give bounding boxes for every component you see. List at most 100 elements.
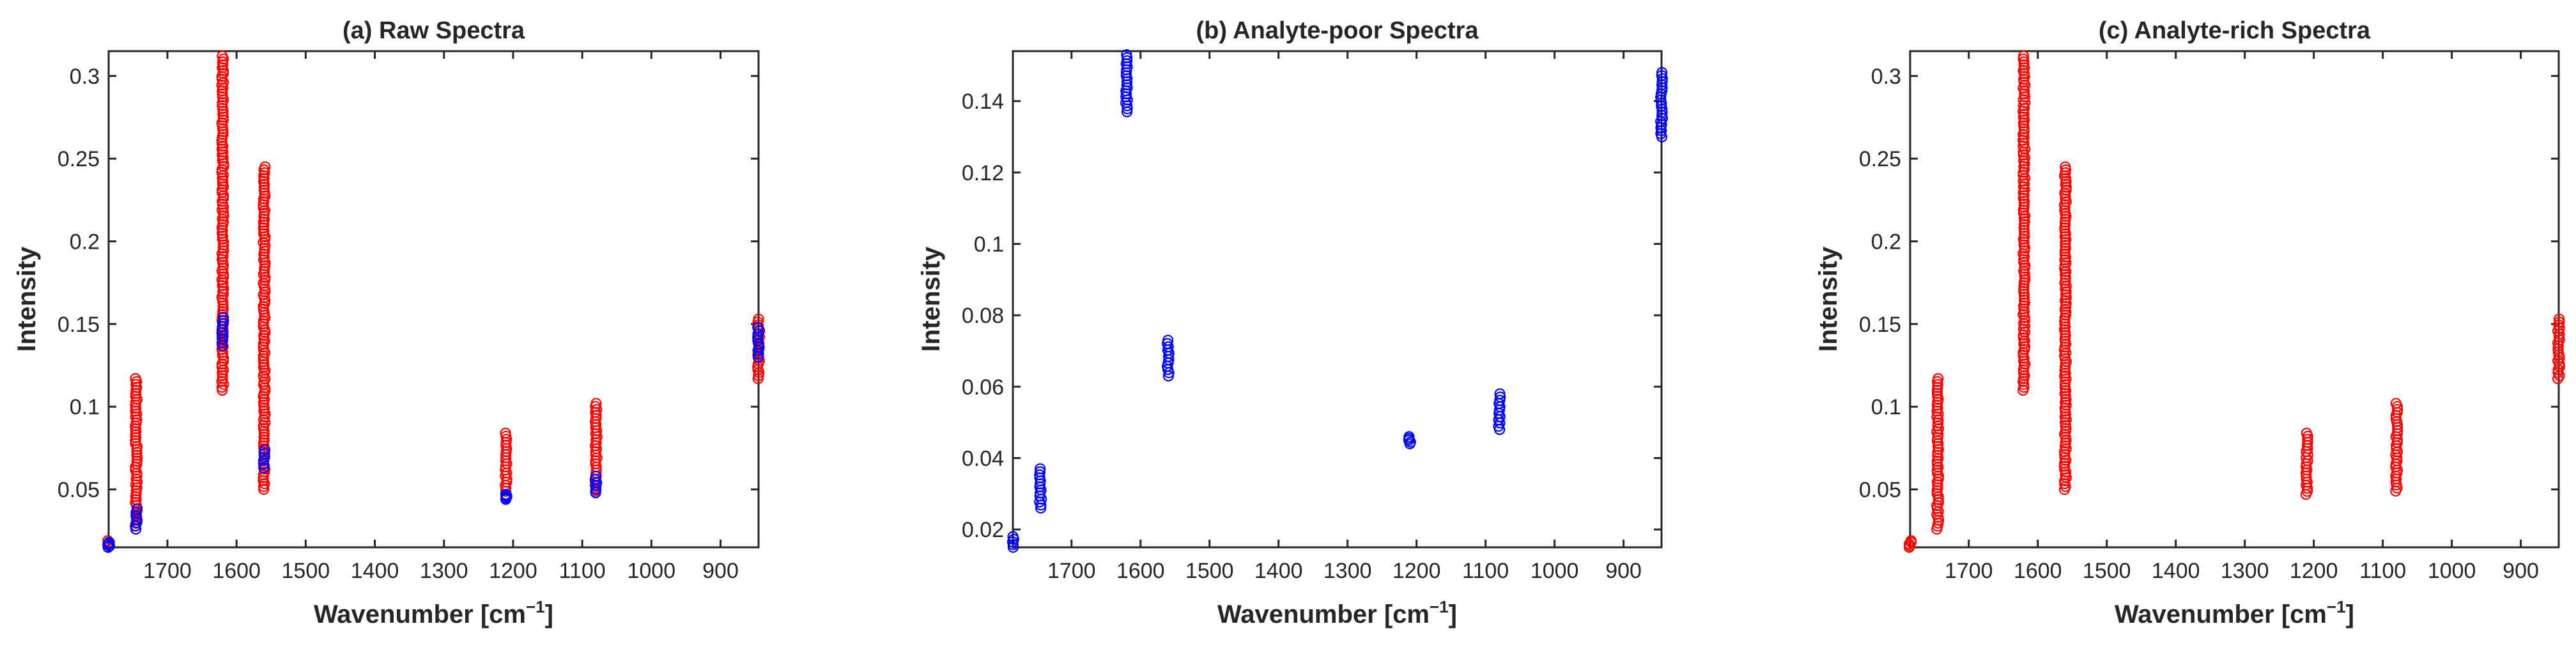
marker-analyte-rich [590,398,602,409]
cluster-analyte-rich-1745 [1931,373,1945,535]
cluster-analyte-rich-1560 [2058,161,2072,496]
marker-analyte-rich [258,318,269,330]
y-tick-label: 0.3 [1871,65,1901,89]
x-tick-label: 900 [1605,559,1642,583]
x-tick-label: 1000 [2428,559,2476,583]
y-tick-label: 0.2 [1871,230,1901,254]
marker-analyte-rich [217,178,229,190]
marker-analyte-rich [1932,441,1944,452]
marker-analyte-rich [1931,488,1943,499]
marker-analyte-rich [2018,283,2030,294]
y-tick-label: 0.15 [58,313,100,337]
marker-analyte-rich [217,114,229,126]
marker-analyte-rich [2553,313,2565,325]
x-tick-label: 1100 [1462,559,1509,583]
y-tick-label: 0.14 [962,90,1004,114]
marker-analyte-rich [218,355,229,367]
marker-analyte-rich [259,161,271,173]
marker-analyte-poor [1162,334,1174,346]
plot-frame [107,50,760,549]
chart-title: (a) Raw Spectra [343,17,525,44]
x-axis-label-superscript: −1 [526,597,545,616]
y-tick-label: 0.1 [1871,395,1901,419]
cluster-analyte-rich-1080 [2390,398,2403,497]
x-tick-label: 1000 [627,559,675,583]
y-tick-label: 0.06 [962,375,1004,400]
x-tick-label: 1300 [420,559,468,583]
marker-analyte-rich [2018,59,2030,70]
x-axis-label-superscript: −1 [1430,597,1449,616]
marker-analyte-poor [259,451,270,463]
cluster-analyte-poor-845 [1655,66,1669,143]
marker-analyte-poor [258,458,270,470]
marker-analyte-poor [131,503,143,515]
x-tick-label: 1700 [1945,559,1993,583]
cluster-analyte-rich-1080 [589,398,603,497]
marker-analyte-rich [258,341,269,353]
cluster-analyte-rich-1210 [500,427,513,500]
marker-analyte-rich [1932,373,1944,384]
marker-analyte-rich [2392,403,2403,416]
y-tick-label: 0.04 [962,446,1004,471]
x-tick-label: 1400 [2152,559,2200,583]
x-tick-label: 1100 [2359,559,2406,583]
plot-frame [1909,50,2560,549]
x-tick-label: 1300 [1323,559,1372,583]
y-tick-label: 0.05 [58,478,100,502]
marker-analyte-rich [217,68,229,79]
x-tick-label: 1200 [489,559,537,583]
x-axis-label: Wavenumber [cm−1] [1217,597,1457,629]
x-tick-label: 1200 [2290,559,2338,583]
y-tick-label: 0.1 [70,395,100,419]
marker-analyte-rich [258,202,269,214]
marker-analyte-rich [2018,239,2030,251]
marker-analyte-poor [1403,431,1415,442]
chart-title: (b) Analyte-poor Spectra [1196,17,1479,44]
x-tick-label: 1000 [1531,559,1579,583]
marker-analyte-rich [2060,184,2072,196]
data-layer [1903,51,2566,553]
marker-analyte-rich [1931,458,1943,470]
marker-analyte-poor [259,448,270,459]
marker-analyte-rich [2301,427,2312,439]
marker-analyte-rich [500,427,511,439]
marker-analyte-rich [217,100,228,111]
marker-analyte-poor [259,444,271,455]
x-tick-label: 900 [702,559,739,583]
y-axis-label: Intensity [13,246,41,352]
y-tick-label: 0.25 [58,147,100,171]
marker-analyte-rich [218,271,229,283]
marker-analyte-rich [130,438,141,449]
marker-analyte-rich [2019,294,2030,306]
panel-analyte-rich-spectra: (c) Analyte-rich Spectra 0.05 0.1 0.15 0.2 0.… [1814,17,2566,629]
marker-analyte-poor [218,315,229,326]
chart-title: (c) Analyte-rich Spectra [2099,17,2371,44]
x-axis-label-main: Wavenumber [cm [314,600,526,629]
x-tick-label: 900 [2503,559,2539,583]
marker-analyte-rich [2059,248,2071,260]
x-tick-label: 1300 [2221,559,2269,583]
cluster-analyte-rich-1210 [2300,427,2313,500]
marker-analyte-rich [2059,478,2071,489]
marker-analyte-rich [2019,315,2030,326]
y-axis-label: Intensity [917,246,945,352]
marker-analyte-poor [1121,49,1132,61]
marker-analyte-rich [131,449,143,461]
y-tick-label: 0.02 [962,518,1004,542]
marker-analyte-poor [752,322,764,333]
marker-analyte-poor [590,471,601,482]
marker-analyte-poor [1122,55,1133,66]
marker-analyte-rich [1932,449,1943,461]
marker-analyte-rich [2018,126,2030,137]
x-axis-label-superscript: −1 [2327,597,2346,616]
marker-analyte-rich [2019,228,2030,239]
series-analyte-rich [102,51,766,553]
marker-analyte-rich [258,184,270,196]
marker-analyte-rich [258,483,270,496]
data-layer [102,51,766,553]
marker-analyte-poor [130,510,142,522]
y-tick-label: 0.12 [962,161,1004,185]
cluster-analyte-rich-845 [2552,313,2566,384]
marker-analyte-rich [2060,161,2071,173]
